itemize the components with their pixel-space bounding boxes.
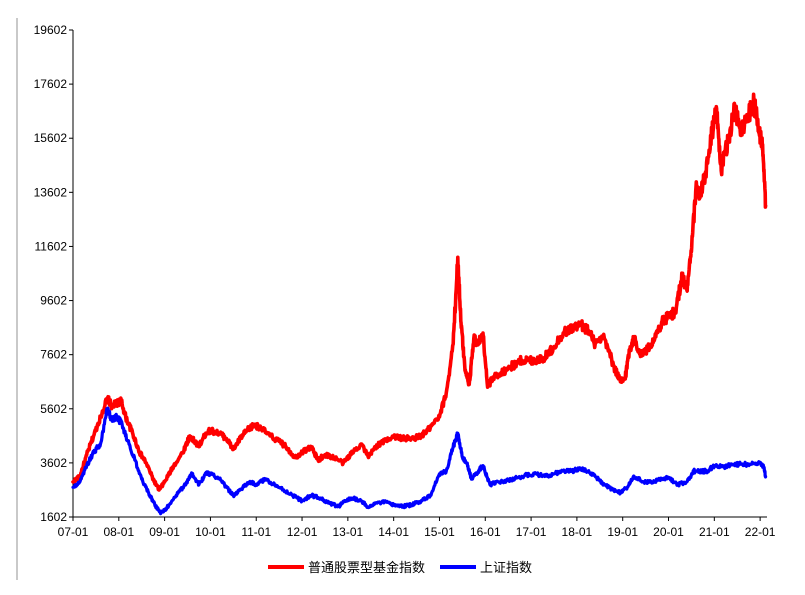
x-tick-label: 22-01: [745, 525, 776, 539]
axes: 1602 3602 5602 7602 9602 11602 13602 15602 17602…: [34, 23, 776, 539]
x-tick-label: 09-01: [149, 525, 180, 539]
series-line: [71, 92, 768, 492]
x-tick-label: 18-01: [562, 525, 593, 539]
legend-label: 普通股票型基金指数: [308, 560, 425, 575]
legend: 普通股票型基金指数 上证指数: [268, 560, 532, 575]
x-tick-label: 20-01: [653, 525, 684, 539]
y-tick-label: 7602: [40, 348, 67, 362]
y-tick-label: 5602: [40, 402, 67, 416]
x-tick-label: 16-01: [470, 525, 501, 539]
x-tick-label: 15-01: [424, 525, 455, 539]
x-tick-label: 17-01: [516, 525, 547, 539]
y-tick-label: 9602: [40, 294, 67, 308]
x-tick-label: 11-01: [241, 525, 271, 539]
y-tick-label: 13602: [34, 185, 68, 199]
x-tick-label: 19-01: [607, 525, 638, 539]
x-tick-label: 13-01: [332, 525, 363, 539]
x-tick-label: 08-01: [103, 525, 134, 539]
series-layer: [71, 92, 768, 516]
y-tick-label: 3602: [40, 456, 67, 470]
legend-label: 上证指数: [480, 560, 532, 575]
x-tick-label: 14-01: [378, 525, 409, 539]
y-tick-label: 17602: [34, 77, 68, 91]
x-tick-label: 21-01: [699, 525, 730, 539]
y-tick-label: 1602: [40, 510, 67, 524]
x-tick-label: 10-01: [195, 525, 226, 539]
x-tick-label: 07-01: [58, 525, 89, 539]
y-tick-label: 19602: [34, 23, 68, 37]
x-tick-label: 12-01: [287, 525, 318, 539]
y-tick-label: 11602: [35, 239, 68, 253]
series-line: [71, 406, 768, 516]
y-tick-label: 15602: [34, 131, 68, 145]
